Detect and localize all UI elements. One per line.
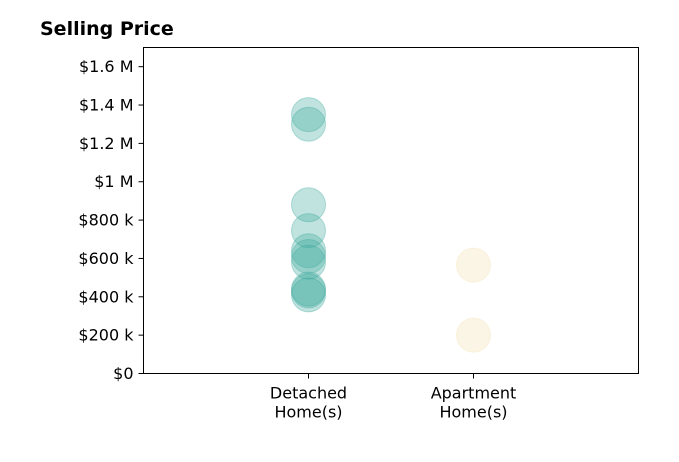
points-layer	[291, 97, 491, 353]
data-point	[291, 277, 326, 313]
plot-frame	[143, 47, 639, 374]
data-point	[291, 213, 326, 249]
data-point	[291, 97, 326, 133]
data-point	[291, 106, 326, 142]
y-tick-label: $0	[113, 364, 133, 383]
data-point	[456, 247, 491, 283]
data-point	[291, 239, 326, 275]
y-tick-label: $1.4 M	[79, 96, 134, 115]
data-point	[291, 273, 326, 309]
data-point	[456, 317, 491, 353]
chart-title: Selling Price	[40, 18, 174, 40]
y-tick-label: $800 k	[78, 211, 134, 230]
y-axis: $0 $200 k $400 k $600 k $800 k $1 M $1.2 M $1.4…	[78, 57, 144, 383]
y-tick-label: $1 M	[94, 172, 133, 191]
x-axis: Detached Home(s) Apartment Home(s)	[270, 373, 517, 422]
y-tick-label: $1.2 M	[79, 134, 134, 153]
y-tick-label: $1.6 M	[79, 57, 134, 76]
x-tick-label: Apartment Home(s)	[431, 384, 517, 422]
x-tick-label: Detached Home(s)	[270, 384, 347, 422]
data-point	[291, 271, 326, 307]
data-point	[291, 233, 326, 269]
y-tick-label: $600 k	[78, 249, 134, 268]
y-tick-label: $200 k	[78, 326, 134, 345]
data-point	[291, 244, 326, 280]
y-tick-label: $400 k	[78, 287, 134, 306]
data-point	[291, 187, 326, 223]
